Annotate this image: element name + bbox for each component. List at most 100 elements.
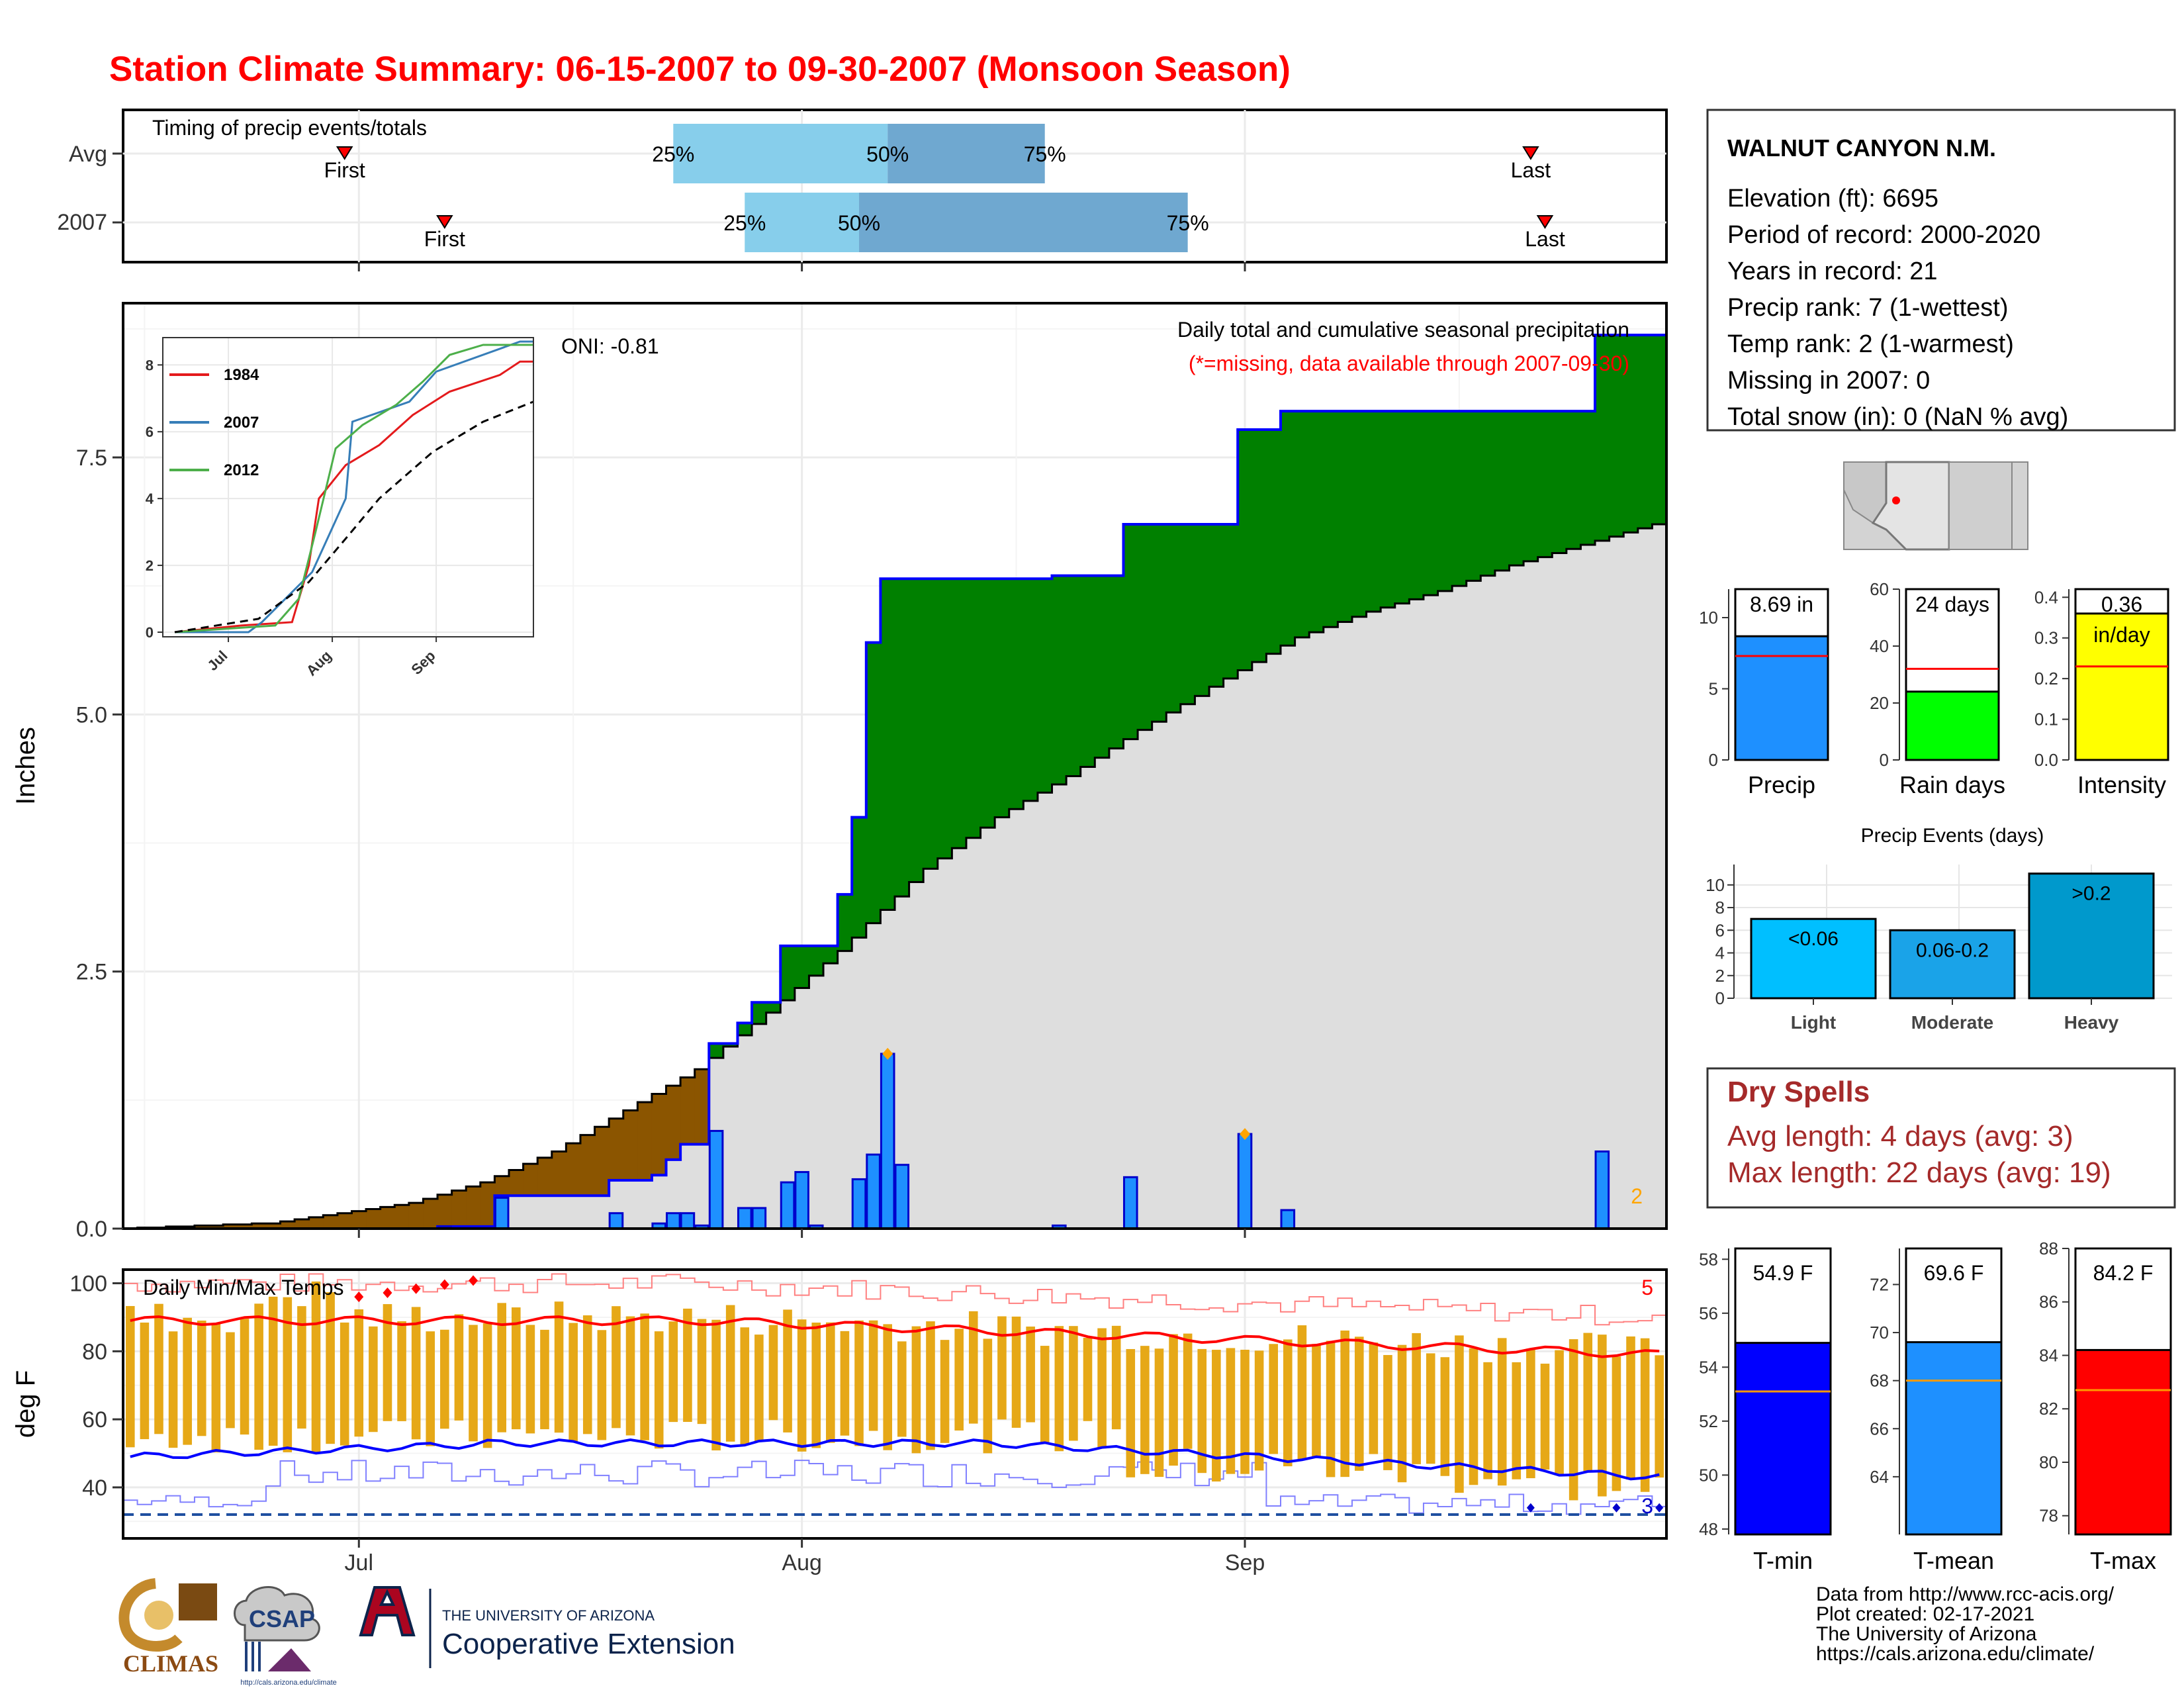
temp-ytick-label-3: 100	[69, 1272, 107, 1297]
daily-temp-range-bar	[1483, 1362, 1492, 1479]
daily-temp-range-bar	[1197, 1348, 1207, 1474]
daily-temp-range-bar	[297, 1306, 306, 1429]
events-ytick-label-3: 6	[1715, 920, 1725, 940]
surplus-segment	[1381, 411, 1396, 608]
ua-block-a	[359, 1586, 416, 1636]
daily-temp-range-bar	[640, 1313, 649, 1440]
surplus-segment	[1209, 524, 1224, 687]
daily-precip-bar-13	[851, 1178, 867, 1230]
temp-ytick-label-0: 40	[82, 1476, 107, 1501]
daily-temp-range-bar	[597, 1330, 607, 1440]
deficit-segment	[594, 1127, 610, 1196]
deficit-segment	[194, 1225, 210, 1229]
tmin-summary-ytick-label-2: 52	[1699, 1411, 1718, 1431]
csap-logo-text: CSAP	[249, 1605, 315, 1632]
tmax-summary-ytick-label-1: 80	[2039, 1452, 2058, 1472]
surplus-segment	[1281, 411, 1296, 646]
intensity-summary-value-label: 0.36	[2101, 592, 2142, 616]
daily-temp-range-bar	[711, 1319, 721, 1451]
surplus-segment	[1251, 430, 1267, 663]
surplus-segment	[1109, 575, 1124, 749]
intensity-summary-ytick-label-3: 0.3	[2034, 628, 2058, 648]
timing-year-q25-q50-bar	[745, 193, 860, 252]
tmean-summary-value-label: 69.6 F	[1924, 1261, 1984, 1285]
daily-temp-range-bar	[1440, 1357, 1450, 1476]
surplus-segment	[1637, 335, 1653, 529]
daily-temp-range-bar	[197, 1320, 206, 1436]
daily-temp-range-bar	[1083, 1338, 1093, 1421]
precip-axes: 0.0 2.5 5.0 7.5	[76, 445, 1246, 1242]
surplus-segment	[1524, 411, 1539, 561]
ua-small-text: THE UNIVERSITY OF ARIZONA	[442, 1607, 655, 1624]
tmean-summary-ytick-label-0: 64	[1870, 1467, 1889, 1487]
daily-temp-range-bar	[897, 1341, 907, 1437]
surplus-segment	[1466, 411, 1481, 581]
precip-ylabel: Inches	[11, 727, 40, 805]
raindays-summary-ytick-label-0: 0	[1880, 750, 1889, 770]
surplus-segment	[1152, 524, 1167, 722]
station-info-box: WALNUT CANYON N.M. Elevation (ft): 6695 …	[1706, 109, 2176, 432]
deficit-segment	[237, 1224, 252, 1229]
daily-precip-bar-11	[794, 1171, 809, 1230]
daily-precip-bar-8	[737, 1207, 752, 1230]
surplus-segment	[723, 1043, 739, 1047]
surplus-segment	[980, 579, 995, 828]
daily-temp-range-bar	[226, 1332, 235, 1429]
timing-year-last-label: Last	[1525, 227, 1565, 251]
daily-temp-range-bar	[1569, 1339, 1578, 1501]
tmean-summary-ytick-label-3: 70	[1870, 1323, 1889, 1342]
temp-cold-count: 3	[1641, 1494, 1653, 1518]
daily-precip-bar-9	[751, 1207, 767, 1230]
daily-temp-range-bar	[1426, 1353, 1435, 1464]
dry-spells-box: Dry Spells Avg length: 4 days (avg: 3) M…	[1706, 1067, 2176, 1209]
climas-logo-block	[179, 1583, 217, 1620]
daily-temp-range-bar	[1526, 1348, 1535, 1479]
surplus-segment	[1052, 575, 1067, 784]
daily-temp-range-bar	[582, 1315, 592, 1434]
deficit-segment	[337, 1213, 353, 1229]
deficit-segment	[466, 1186, 481, 1227]
inset-series-avg	[174, 400, 534, 633]
record-high-marker-4	[469, 1275, 478, 1286]
events-title: Precip Events (days)	[1861, 825, 2044, 847]
surplus-segment	[794, 945, 810, 988]
daily-temp-range-bar	[697, 1319, 707, 1425]
tmean-summary-bar	[1905, 1341, 2003, 1536]
record-low-marker-1	[1612, 1503, 1621, 1513]
tmean-summary-ytick-label-2: 68	[1870, 1371, 1889, 1391]
footer-created: Plot created: 02-17-2021	[1816, 1603, 2034, 1625]
daily-temp-range-bar	[1326, 1340, 1336, 1477]
record-high-marker-0	[354, 1291, 364, 1303]
inset-series-2012	[174, 344, 533, 633]
inset-legend-label-1984: 1984	[224, 366, 259, 384]
precip-caption: Daily total and cumulative seasonal prec…	[1177, 318, 1629, 342]
inset-legend: 1984 2007 2012	[169, 366, 259, 479]
daily-temp-range-bar	[997, 1316, 1007, 1420]
surplus-segment	[823, 945, 839, 964]
avg-min-temp-line	[130, 1438, 1660, 1481]
deficit-segment	[509, 1170, 524, 1196]
inset-lines	[174, 340, 534, 633]
deficit-segment	[265, 1223, 281, 1229]
intensity-summary-ytick-label-2: 0.2	[2034, 669, 2058, 688]
daily-temp-range-bar	[668, 1321, 678, 1423]
timing-year-q50-label: 50%	[838, 211, 880, 235]
climas-logo: CLIMAS	[118, 1578, 218, 1677]
timing-avg-last-marker	[1522, 146, 1539, 160]
surplus-segment	[1394, 411, 1410, 604]
station-location-marker	[1892, 496, 1900, 504]
avg-max-temp-line	[130, 1315, 1660, 1358]
daily-temp-range-bar	[1598, 1335, 1607, 1497]
deficit-segment	[208, 1225, 224, 1229]
temp-xtick-label-0: Jul	[345, 1550, 373, 1575]
deficit-segment	[437, 1194, 453, 1227]
deficit-segment	[523, 1164, 538, 1196]
daily-temp-range-bar	[1369, 1342, 1379, 1454]
timing-avg-first-marker	[336, 146, 353, 160]
daily-temp-range-bar	[1383, 1354, 1392, 1470]
temp-xaxis: Jul Aug Sep	[345, 1538, 1265, 1575]
tmean-summary-ytick-label-1: 66	[1870, 1419, 1889, 1438]
dry-spells-title: Dry Spells	[1727, 1076, 1870, 1108]
